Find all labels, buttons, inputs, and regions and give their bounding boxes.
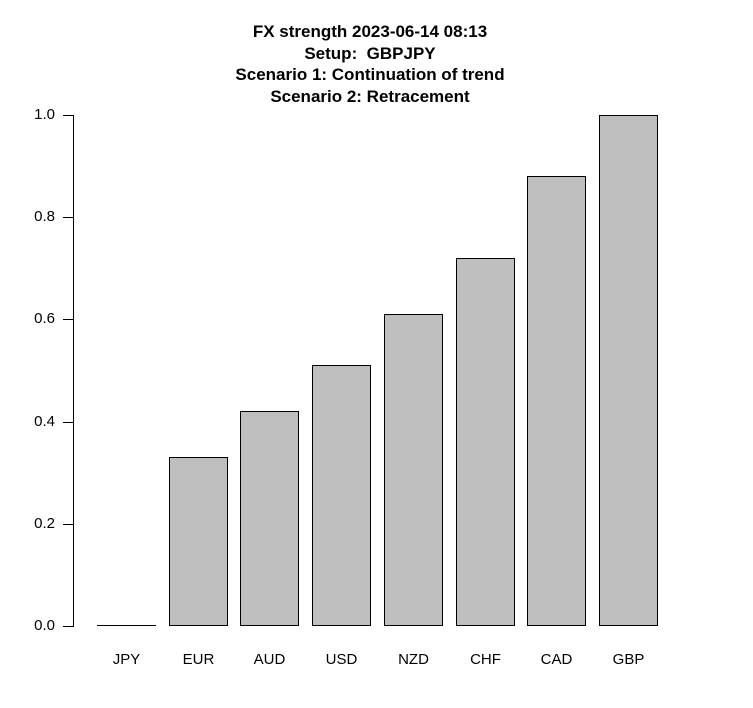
chart-title: FX strength 2023-06-14 08:13	[252, 22, 488, 41]
bar-NZD	[384, 314, 443, 626]
y-tick-label: 0.4	[34, 413, 55, 430]
bar-USD	[312, 365, 371, 626]
y-tick-label: 0.8	[34, 208, 55, 225]
y-tick-mark	[63, 422, 73, 423]
x-tick-label-EUR: EUR	[182, 651, 215, 668]
chart-subtitle-scenario-1: Scenario 1: Continuation of trend	[235, 65, 505, 85]
y-tick-label: 1.0	[34, 106, 55, 123]
y-tick-label: 0.0	[34, 617, 55, 634]
y-tick-mark	[63, 115, 73, 116]
x-tick-label-USD: USD	[325, 651, 358, 668]
x-tick-label-GBP: GBP	[612, 651, 645, 668]
chart-subtitle-scenario-2: Scenario 2: Retracement	[270, 86, 470, 106]
bar-CHF	[456, 258, 515, 626]
y-tick-mark	[63, 626, 73, 627]
x-tick-label-CHF: CHF	[470, 651, 501, 668]
y-tick-mark	[63, 319, 73, 320]
chart-subtitle-setup: Setup: GBPJPY	[304, 43, 436, 63]
y-tick-mark	[63, 217, 73, 218]
bar-JPY	[97, 625, 156, 626]
y-tick-label: 0.2	[34, 515, 55, 532]
y-axis-line	[73, 115, 74, 627]
bar-GBP	[599, 115, 658, 626]
chart-title-block: FX strength 2023-06-14 08:13 Setup: GBPJ…	[0, 21, 740, 107]
y-tick-mark	[63, 524, 73, 525]
bar-CAD	[527, 176, 586, 626]
x-tick-label-CAD: CAD	[540, 651, 573, 668]
bar-AUD	[240, 411, 299, 626]
y-tick-label: 0.6	[34, 310, 55, 327]
bar-EUR	[169, 457, 228, 626]
x-tick-label-AUD: AUD	[253, 651, 286, 668]
x-tick-label-NZD: NZD	[398, 651, 429, 668]
x-tick-label-JPY: JPY	[112, 651, 141, 668]
